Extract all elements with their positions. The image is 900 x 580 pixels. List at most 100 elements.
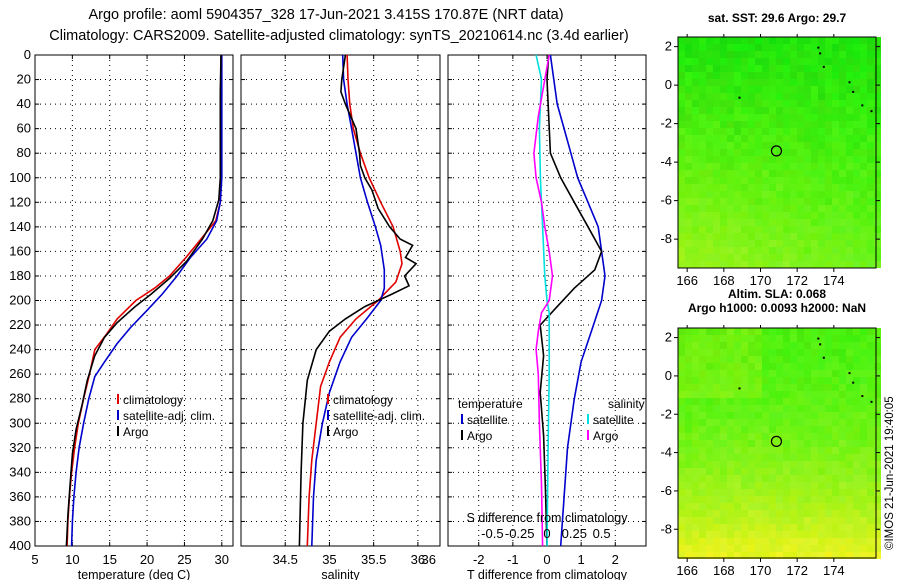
- map-cell: [818, 184, 825, 191]
- map-cell: [790, 440, 797, 447]
- map-cell: [839, 72, 846, 79]
- map-cell: [818, 489, 825, 496]
- map-cell: [797, 156, 804, 163]
- map-cell: [748, 156, 755, 163]
- map-cell: [818, 503, 825, 510]
- map-cell: [867, 412, 874, 419]
- map-cell: [699, 135, 706, 142]
- map-cell: [685, 219, 692, 226]
- map-cell: [818, 468, 825, 475]
- map-cell: [853, 370, 860, 377]
- map-cell: [748, 433, 755, 440]
- map-cell: [790, 356, 797, 363]
- map-cell: [846, 254, 853, 261]
- map-cell: [776, 226, 783, 233]
- map-cell: [706, 184, 713, 191]
- map-cell: [720, 198, 727, 205]
- map-cell: [727, 219, 734, 226]
- map-cell: [685, 510, 692, 517]
- map-cell: [874, 349, 881, 356]
- map-cell: [692, 412, 699, 419]
- map-cell: [818, 261, 825, 268]
- map-cell: [797, 240, 804, 247]
- map-cell: [769, 240, 776, 247]
- map-cell: [727, 545, 734, 552]
- map-cell: [811, 524, 818, 531]
- map-cell: [776, 517, 783, 524]
- map-cell: [853, 198, 860, 205]
- map-cell: [734, 377, 741, 384]
- map-cell: [804, 475, 811, 482]
- map-cell: [804, 191, 811, 198]
- map-cell: [755, 219, 762, 226]
- map-cell: [692, 226, 699, 233]
- map-cell: [713, 377, 720, 384]
- map-cell: [790, 261, 797, 268]
- map-cell: [699, 149, 706, 156]
- map-cell: [832, 454, 839, 461]
- map-cell: [706, 233, 713, 240]
- map-cell: [720, 510, 727, 517]
- map-cell: [853, 79, 860, 86]
- map-cell: [748, 114, 755, 121]
- map-cell: [811, 335, 818, 342]
- island: [738, 387, 741, 390]
- map-cell: [769, 219, 776, 226]
- map-cell: [727, 51, 734, 58]
- map-cell: [860, 86, 867, 93]
- map-cell: [713, 114, 720, 121]
- map-cell: [741, 328, 748, 335]
- map-cell: [818, 531, 825, 538]
- map-cell: [734, 254, 741, 261]
- map-cell: [692, 86, 699, 93]
- map-cell: [727, 191, 734, 198]
- map-cell: [797, 475, 804, 482]
- map-cell: [741, 552, 748, 559]
- map-cell: [797, 114, 804, 121]
- map-cell: [706, 531, 713, 538]
- map-cell: [692, 475, 699, 482]
- map-cell: [853, 433, 860, 440]
- map-cell: [741, 247, 748, 254]
- map-cell: [720, 342, 727, 349]
- map-cell: [769, 107, 776, 114]
- map-cell: [741, 335, 748, 342]
- map-cell: [853, 156, 860, 163]
- map-cell: [867, 419, 874, 426]
- map-cell: [832, 405, 839, 412]
- map-cell: [727, 135, 734, 142]
- map-cell: [769, 184, 776, 191]
- map-cell: [769, 426, 776, 433]
- x-tick-label-s: 0.25: [562, 526, 587, 541]
- map-y-tick-label: 0: [665, 368, 672, 383]
- map-cell: [741, 419, 748, 426]
- map-cell: [755, 342, 762, 349]
- map-cell: [804, 51, 811, 58]
- map-cell: [811, 93, 818, 100]
- map-cell: [727, 44, 734, 51]
- map-cell: [678, 219, 685, 226]
- map-cell: [839, 510, 846, 517]
- map-cell: [699, 247, 706, 254]
- map-cell: [692, 261, 699, 268]
- map-cell: [734, 482, 741, 489]
- map-cell: [811, 440, 818, 447]
- map-cell: [804, 503, 811, 510]
- map-cell: [825, 93, 832, 100]
- map-cell: [713, 93, 720, 100]
- map-cell: [860, 342, 867, 349]
- map-cell: [825, 517, 832, 524]
- map-cell: [818, 342, 825, 349]
- map-cell: [769, 177, 776, 184]
- map-cell: [734, 426, 741, 433]
- map-cell: [706, 377, 713, 384]
- map-cell: [699, 37, 706, 44]
- map-cell: [706, 37, 713, 44]
- map-cell: [692, 335, 699, 342]
- map-cell: [811, 461, 818, 468]
- map-cell: [818, 240, 825, 247]
- depth-tick-label: 120: [9, 194, 31, 209]
- map-cell: [832, 538, 839, 545]
- map-cell: [692, 163, 699, 170]
- map-cell: [678, 461, 685, 468]
